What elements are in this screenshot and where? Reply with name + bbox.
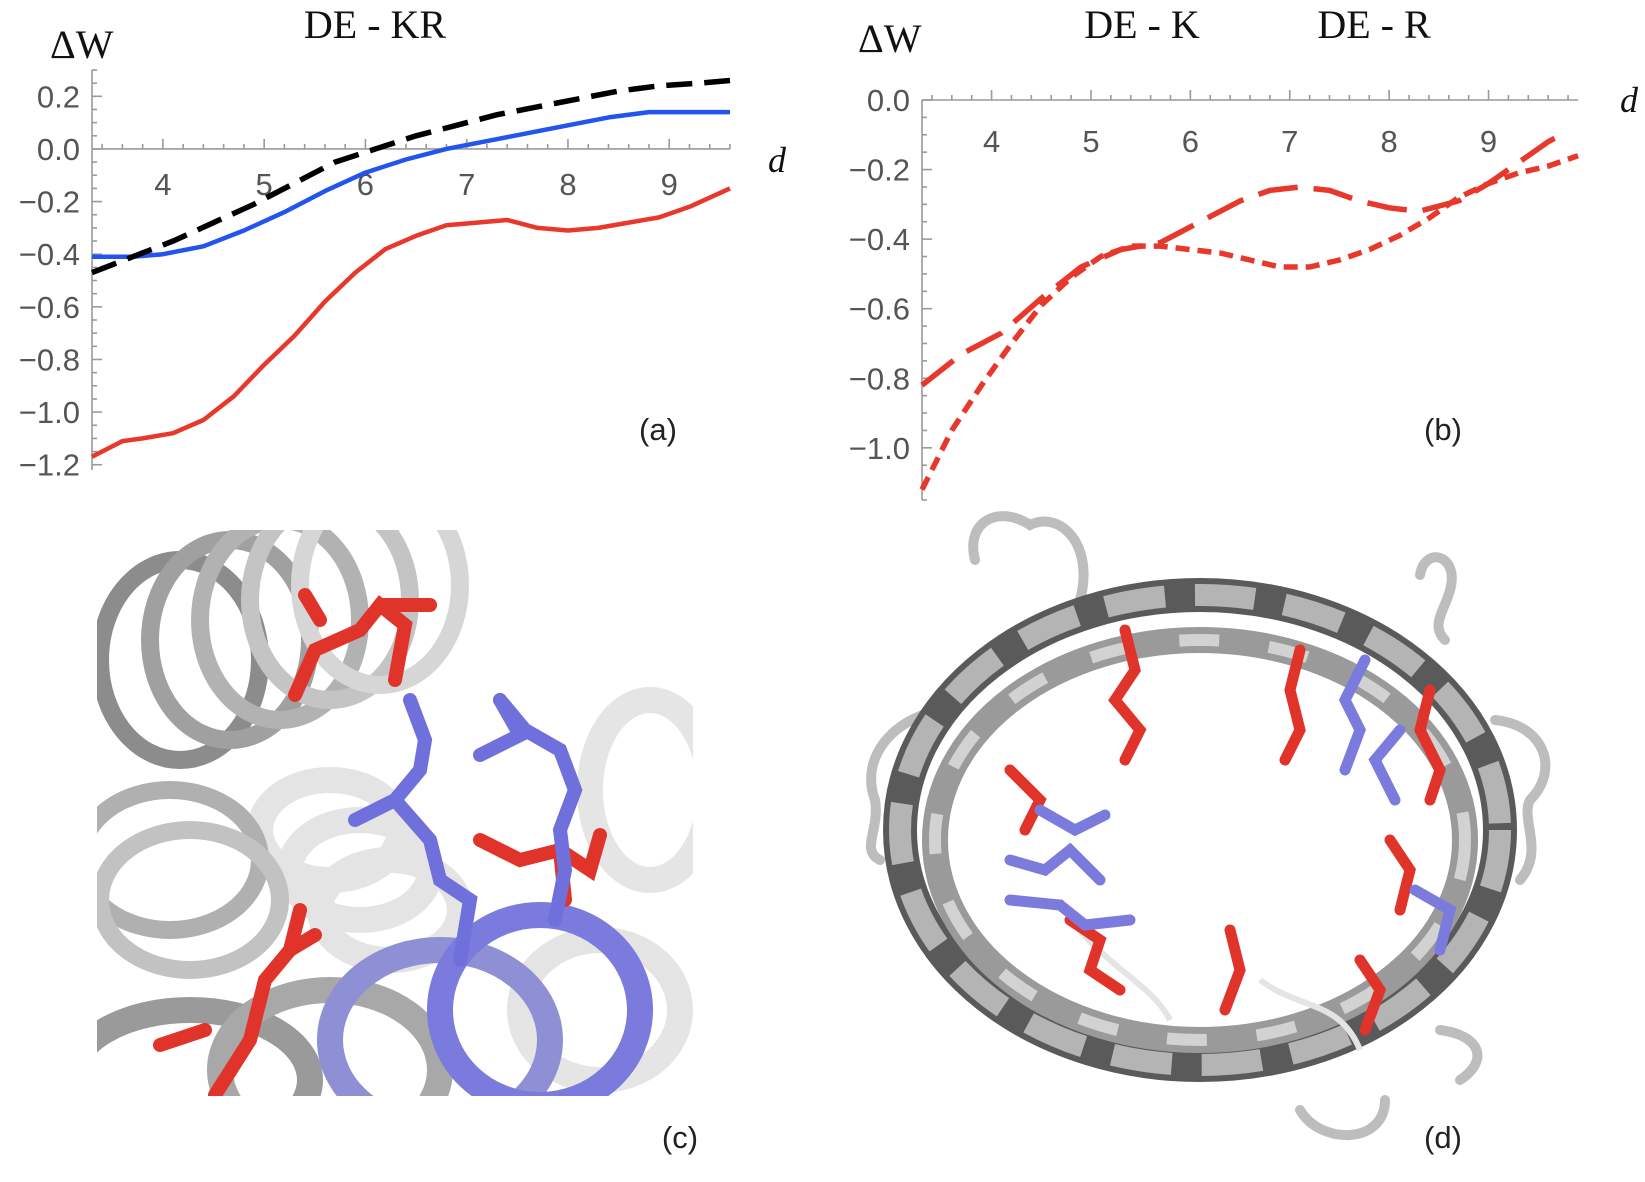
- panel-b-axes: 4 5 6 7 8 9 0.0 −0.2 −0.4 −0.6 −0.8 −1.0: [849, 83, 1578, 501]
- panel-c-label: (c): [662, 1120, 698, 1155]
- panel-b-label: (b): [1424, 412, 1462, 447]
- panel-a-xlabel: d: [768, 140, 787, 180]
- panel-b-x-tick-label: 5: [1082, 124, 1099, 159]
- panel-b-y-tick-label: −0.6: [849, 292, 910, 327]
- panel-a-y-tick-label: −1.0: [19, 395, 80, 430]
- panel-a-y-tick-label: −0.8: [19, 342, 80, 377]
- panel-b-y-tick-label: 0.0: [867, 83, 910, 118]
- panel-b-x-tick-label: 8: [1381, 124, 1398, 159]
- panel-a-ylabel: ΔW: [50, 22, 114, 67]
- panel-a-chart: ΔW DE - KR d 4 5 6 7 8 90.20.0−0.2−0.4−0.6−0.…: [19, 2, 787, 483]
- panel-b-x-tick-label: 4: [983, 124, 1000, 159]
- panel-b-xlabel: d: [1620, 80, 1639, 120]
- panel-a-y-tick-label: −0.2: [19, 185, 80, 220]
- panel-a-series-line-2: [92, 109, 730, 260]
- barrel-structure-render: [866, 511, 1551, 1141]
- panel-d-label: (d): [1424, 1120, 1462, 1155]
- panel-a-series: [90, 77, 731, 459]
- panel-b-title-right: DE - R: [1317, 2, 1431, 47]
- panel-b-title-left: DE - K: [1084, 2, 1200, 47]
- panel-b-chart: ΔW DE - K DE - R d 4 5 6 7 8 9 0.0 −0.2 −0.4 −0.6…: [849, 2, 1639, 501]
- panel-a-y-tick-label: −1.2: [19, 448, 80, 483]
- panel-a-x-tick-label: 7: [458, 167, 475, 202]
- helix-structure-render: [97, 530, 693, 1096]
- panel-a-label: (a): [639, 412, 677, 447]
- panel-a-axes: 4 5 6 7 8 90.20.0−0.2−0.4−0.6−0.8−1.0−1.2: [19, 69, 731, 483]
- panel-a-x-tick-label: 4: [154, 167, 171, 202]
- panel-b-x-tick-label: 9: [1480, 124, 1497, 159]
- panel-a-y-tick-label: −0.4: [19, 237, 80, 272]
- panel-a-series-line-1: [90, 186, 731, 459]
- panel-a-x-tick-label: 5: [256, 167, 273, 202]
- panel-a-y-tick-label: 0.2: [37, 79, 80, 114]
- panel-b-ylabel: ΔW: [858, 16, 922, 61]
- panel-a-title: DE - KR: [304, 2, 447, 47]
- panel-b-y-tick-label: −0.4: [849, 222, 910, 257]
- panel-a-x-tick-label: 8: [559, 167, 576, 202]
- panel-b-y-tick-label: −0.2: [849, 153, 910, 188]
- panel-b-y-tick-label: −0.8: [849, 361, 910, 396]
- panel-b-y-tick-label: −1.0: [849, 431, 910, 466]
- panel-a-y-tick-label: −0.6: [19, 290, 80, 325]
- panel-b-series-line-1: [920, 128, 1570, 388]
- panel-b-x-tick-label: 6: [1182, 124, 1199, 159]
- panel-a-y-tick-label: 0.0: [37, 132, 80, 167]
- panel-b-series: [919, 128, 1579, 491]
- panel-a-series-line-3: [91, 77, 731, 276]
- panel-b-series-line-2: [919, 153, 1579, 491]
- panel-a-x-tick-label: 9: [661, 167, 678, 202]
- panel-b-x-tick-label: 7: [1281, 124, 1298, 159]
